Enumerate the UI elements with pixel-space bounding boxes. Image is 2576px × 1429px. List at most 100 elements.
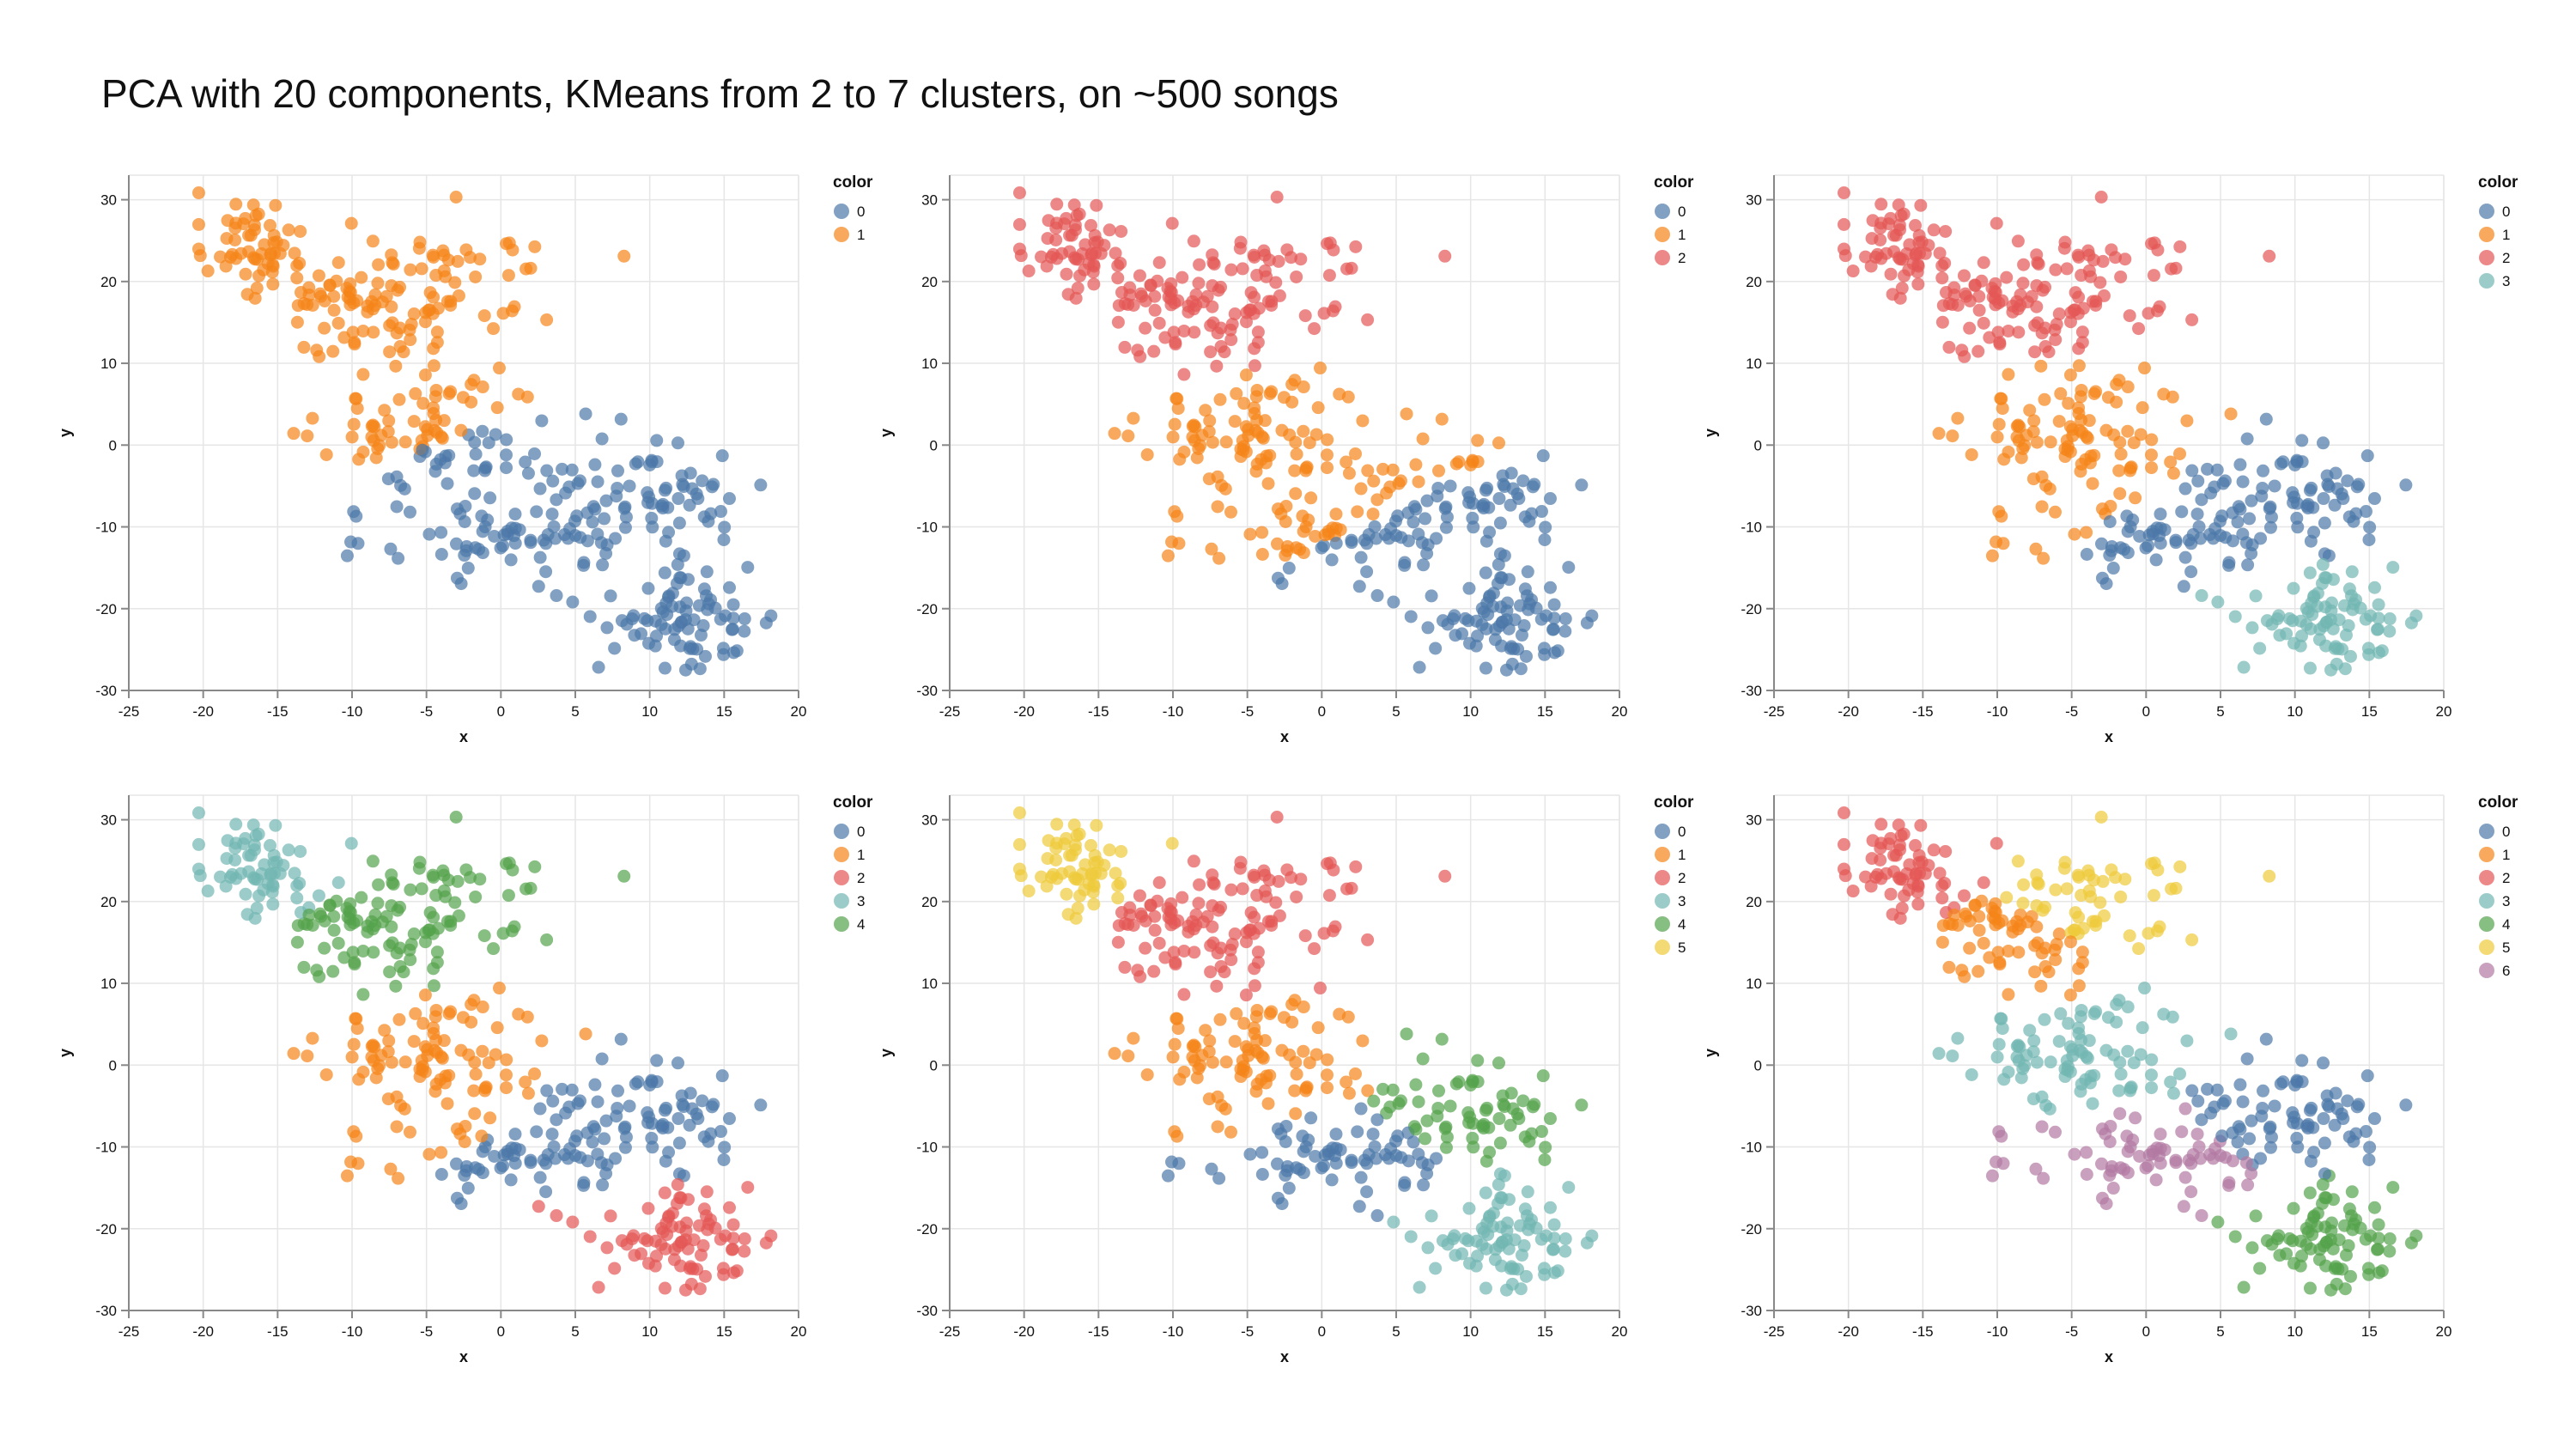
data-point	[2014, 451, 2028, 465]
data-point	[2287, 636, 2300, 650]
data-point	[2099, 1043, 2113, 1057]
data-point	[310, 344, 324, 357]
data-point	[1985, 549, 1999, 562]
data-point	[2074, 1010, 2087, 1024]
data-point	[2319, 639, 2333, 653]
data-point	[2255, 1110, 2269, 1123]
data-point	[2031, 876, 2044, 890]
data-point	[1165, 216, 1179, 230]
data-point	[675, 1235, 689, 1249]
data-point	[499, 448, 513, 462]
data-point	[361, 299, 374, 313]
data-point	[461, 1182, 475, 1195]
legend-label: 4	[857, 916, 865, 933]
data-point	[450, 571, 464, 585]
data-point	[407, 415, 421, 429]
data-point	[250, 282, 264, 295]
data-point	[1398, 558, 1412, 572]
data-point	[2118, 873, 2132, 886]
data-point	[722, 1112, 736, 1126]
x-tick-label: -5	[1241, 703, 1254, 720]
data-point	[759, 1236, 773, 1250]
data-point	[331, 936, 345, 950]
data-point	[608, 1262, 622, 1275]
data-point	[2094, 537, 2108, 550]
data-point	[2304, 622, 2318, 635]
data-point	[1022, 885, 1036, 898]
data-point	[1432, 464, 1446, 477]
data-point	[294, 224, 307, 238]
data-point	[1483, 526, 1497, 539]
data-point	[595, 1052, 609, 1066]
x-tick-label: -15	[267, 703, 289, 720]
data-point	[2034, 979, 2048, 993]
data-point	[2173, 1067, 2187, 1080]
data-point	[2010, 1039, 2024, 1053]
data-point	[2335, 487, 2348, 501]
data-point	[435, 431, 449, 445]
data-point	[1248, 979, 1261, 993]
data-point	[1087, 277, 1101, 291]
data-point	[1342, 466, 1356, 480]
x-tick-label: -25	[939, 1323, 961, 1340]
data-point	[458, 515, 471, 529]
data-point	[672, 1136, 686, 1150]
data-point	[1270, 190, 1284, 204]
data-point	[268, 867, 282, 880]
data-point	[1443, 479, 1457, 493]
data-point	[1243, 527, 1257, 541]
data-point	[2201, 462, 2215, 476]
data-point	[404, 263, 417, 277]
data-point	[269, 198, 283, 212]
data-point	[337, 951, 351, 964]
data-point	[1913, 246, 1927, 260]
data-point	[2272, 1229, 2286, 1243]
data-point	[641, 614, 654, 628]
data-point	[473, 873, 487, 886]
data-point	[2237, 660, 2251, 674]
data-point	[1239, 1040, 1253, 1054]
legend-label: 2	[1678, 870, 1686, 886]
data-point	[2224, 407, 2238, 421]
data-point	[2123, 929, 2136, 943]
data-point	[583, 1230, 597, 1244]
data-point	[2343, 649, 2357, 663]
data-point	[1186, 419, 1200, 433]
data-point	[2132, 942, 2146, 956]
data-point	[366, 234, 380, 248]
data-point	[1236, 262, 1249, 276]
data-point	[1409, 458, 1423, 471]
data-point	[717, 648, 731, 661]
data-point	[2058, 235, 2072, 249]
data-point	[1865, 852, 1879, 866]
data-point	[2215, 1129, 2229, 1143]
data-point	[449, 1157, 463, 1171]
data-point	[1199, 404, 1212, 417]
data-point	[2166, 390, 2179, 404]
data-point	[1108, 1047, 1121, 1061]
data-point	[234, 867, 248, 880]
data-point	[1255, 547, 1269, 561]
data-point	[2372, 611, 2385, 625]
data-point	[248, 911, 262, 925]
x-tick-label: -25	[118, 703, 140, 720]
x-tick-label: 0	[1318, 703, 1326, 720]
data-point	[1400, 407, 1413, 421]
y-tick-label: 20	[1746, 894, 1762, 910]
data-point	[2264, 510, 2278, 524]
data-point	[1161, 549, 1175, 562]
data-point	[1285, 871, 1298, 885]
data-point	[2175, 1125, 2189, 1139]
data-point	[726, 646, 740, 660]
data-point	[2341, 1094, 2354, 1108]
legend-label: 5	[2502, 939, 2510, 956]
data-point	[2236, 475, 2250, 489]
data-point	[1492, 1177, 1505, 1191]
data-point	[2112, 464, 2126, 477]
data-point	[1492, 557, 1505, 571]
data-point	[2127, 436, 2141, 450]
data-point	[1955, 964, 1969, 977]
data-point	[2346, 1223, 2360, 1237]
data-point	[1972, 303, 1986, 317]
data-point	[1893, 838, 1906, 852]
